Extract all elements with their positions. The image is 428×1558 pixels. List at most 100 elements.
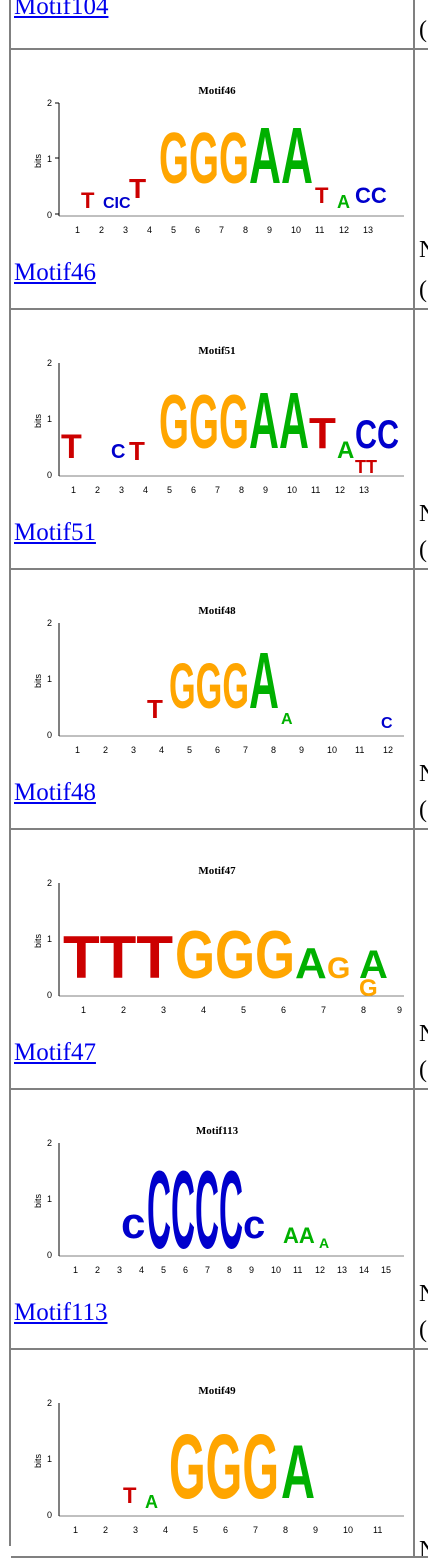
motif-table: Motif104 ( Motif46 2 1 0 bits <box>9 0 428 1558</box>
svg-text:11: 11 <box>355 745 364 755</box>
svg-text:Motif51: Motif51 <box>198 345 235 357</box>
svg-text:10: 10 <box>291 225 301 235</box>
svg-text:T: T <box>61 428 82 466</box>
svg-text:1: 1 <box>75 745 80 755</box>
motif-link[interactable]: Motif48 <box>14 779 96 806</box>
svg-text:C: C <box>381 715 393 732</box>
svg-text:6: 6 <box>183 1265 188 1275</box>
svg-text:5: 5 <box>193 1525 198 1535</box>
info-cell: N ( <box>419 501 428 563</box>
svg-text:6: 6 <box>195 225 200 235</box>
svg-text:T: T <box>129 173 146 204</box>
svg-text:4: 4 <box>139 1265 144 1275</box>
svg-text:A: A <box>295 939 327 988</box>
svg-text:2: 2 <box>47 98 52 108</box>
svg-text:bits: bits <box>33 1193 43 1208</box>
svg-text:10: 10 <box>327 745 337 755</box>
svg-text:3: 3 <box>119 485 124 495</box>
svg-text:5: 5 <box>167 485 172 495</box>
sequence-logo: Motif51 2 1 0 bits T C T GGG AA T A CC T… <box>33 345 404 495</box>
svg-text:AA: AA <box>283 1223 315 1248</box>
svg-text:8: 8 <box>243 225 248 235</box>
svg-text:4: 4 <box>201 1005 206 1015</box>
info-cell: N <box>419 1537 428 1556</box>
motif-link[interactable]: Motif113 <box>14 1299 108 1326</box>
svg-text:7: 7 <box>215 485 220 495</box>
logo-cell: Motif104 <box>11 0 415 48</box>
svg-text:2: 2 <box>121 1005 126 1015</box>
svg-text:3: 3 <box>123 225 128 235</box>
svg-text:2: 2 <box>95 485 100 495</box>
motif-link[interactable]: Motif46 <box>14 259 96 286</box>
svg-text:T: T <box>123 1483 137 1508</box>
table-row: Motif51 2 1 0 bits T C T GGG AA T A CC T… <box>11 308 428 570</box>
svg-text:12: 12 <box>335 485 345 495</box>
motif-link[interactable]: Motif51 <box>14 519 96 546</box>
svg-text:CC: CC <box>355 413 399 457</box>
svg-text:0: 0 <box>47 990 52 1000</box>
svg-text:A: A <box>145 1492 158 1512</box>
svg-text:12: 12 <box>315 1265 325 1275</box>
svg-text:A: A <box>337 192 350 212</box>
svg-text:1: 1 <box>73 1525 78 1535</box>
svg-text:12: 12 <box>339 225 349 235</box>
svg-text:5: 5 <box>161 1265 166 1275</box>
svg-text:11: 11 <box>311 485 320 495</box>
svg-text:9: 9 <box>249 1265 254 1275</box>
svg-text:1: 1 <box>81 1005 86 1015</box>
sequence-logo: Motif46 2 1 0 bits T CIC T GGG <box>33 85 404 235</box>
svg-text:2: 2 <box>99 225 104 235</box>
svg-text:13: 13 <box>359 485 369 495</box>
svg-text:2: 2 <box>103 1525 108 1535</box>
svg-text:A: A <box>249 636 279 725</box>
logo-cell: Motif46 2 1 0 bits T CIC T GGG <box>11 50 415 308</box>
svg-text:TTT: TTT <box>63 924 173 991</box>
svg-text:G: G <box>327 952 350 985</box>
svg-text:3: 3 <box>131 745 136 755</box>
motif-link[interactable]: Motif104 <box>14 0 109 20</box>
svg-text:7: 7 <box>253 1525 258 1535</box>
svg-text:2: 2 <box>47 618 52 628</box>
svg-text:T: T <box>147 694 163 724</box>
svg-text:2: 2 <box>103 745 108 755</box>
svg-text:CC: CC <box>355 183 387 208</box>
svg-text:8: 8 <box>239 485 244 495</box>
info-cell: N ( <box>419 761 428 823</box>
svg-text:Motif49: Motif49 <box>198 1385 236 1397</box>
svg-text:bits: bits <box>33 153 43 168</box>
svg-text:c: c <box>243 1203 265 1247</box>
svg-text:3: 3 <box>133 1525 138 1535</box>
svg-text:9: 9 <box>313 1525 318 1535</box>
motif-link[interactable]: Motif47 <box>14 1039 96 1066</box>
info-cell: N ( <box>419 1281 428 1343</box>
svg-text:8: 8 <box>271 745 276 755</box>
svg-text:10: 10 <box>287 485 297 495</box>
svg-text:0: 0 <box>47 1510 52 1520</box>
table-row: Motif49 2 1 0 bits T A GGG A 1 2 3 4 5 6 7 8 9… <box>11 1348 428 1558</box>
svg-text:1: 1 <box>75 225 80 235</box>
svg-text:11: 11 <box>315 225 324 235</box>
svg-text:6: 6 <box>191 485 196 495</box>
svg-text:13: 13 <box>363 225 373 235</box>
svg-text:GGG: GGG <box>159 380 249 465</box>
svg-text:Motif47: Motif47 <box>198 865 236 877</box>
svg-text:11: 11 <box>293 1265 302 1275</box>
svg-text:4: 4 <box>159 745 164 755</box>
svg-text:4: 4 <box>147 225 152 235</box>
info-cell: N ( <box>419 237 428 303</box>
svg-text:4: 4 <box>163 1525 168 1535</box>
svg-text:0: 0 <box>47 470 52 480</box>
info-cell: N ( <box>419 1021 428 1083</box>
svg-text:2: 2 <box>47 1398 52 1408</box>
svg-text:5: 5 <box>171 225 176 235</box>
svg-text:bits: bits <box>33 413 43 428</box>
svg-text:13: 13 <box>337 1265 347 1275</box>
svg-text:14: 14 <box>359 1265 369 1275</box>
svg-text:2: 2 <box>95 1265 100 1275</box>
